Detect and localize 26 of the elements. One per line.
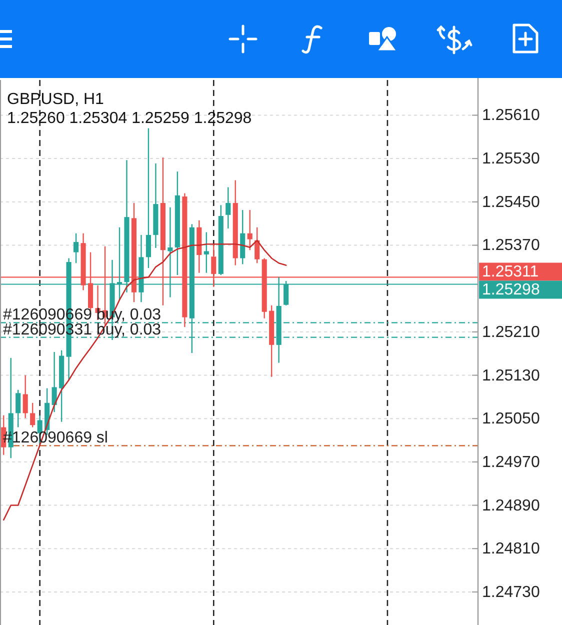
candlestick (16, 389, 21, 428)
y-tick-label: 1.25210 (482, 323, 540, 340)
text: GBPUSD, H1 (7, 91, 104, 108)
candlestick (30, 402, 36, 428)
y-tick-label: 1.25530 (482, 150, 540, 168)
candlestick (22, 374, 28, 419)
y-tick-label: 1.25050 (482, 410, 540, 428)
candlestick (74, 232, 79, 264)
y-tick-label: 1.24730 (482, 583, 540, 600)
y-tick-label: 1.24890 (482, 496, 540, 514)
y-tick-label: 1.25450 (482, 193, 540, 210)
candlestick (247, 209, 252, 251)
y-tick-label: 1.24810 (482, 540, 540, 558)
y-tick-label: 1.25610 (482, 106, 540, 124)
y-tick-label: 1.25130 (482, 366, 540, 384)
candlestick (226, 186, 231, 230)
ref-line-label: 1.25311 (482, 263, 539, 280)
line-series (2, 240, 287, 521)
candlestick (52, 351, 57, 413)
text: 1.25260 1.25304 1.25259 1.25298 (7, 110, 252, 127)
candlestick (254, 226, 260, 264)
ref-line-label: 1.25298 (482, 281, 540, 298)
candlestick (204, 232, 209, 274)
candlestick (146, 128, 152, 269)
y-tick-label: 1.24970 (482, 453, 540, 470)
y-tick-label: 1.25370 (482, 236, 540, 254)
